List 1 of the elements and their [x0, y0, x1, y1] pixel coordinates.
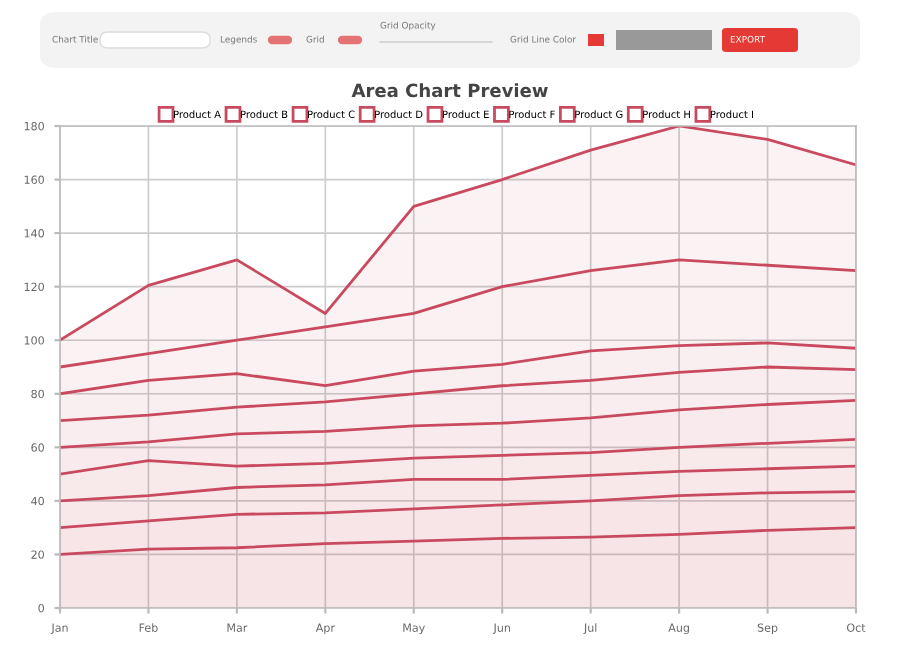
chart-title: Area Chart Preview	[351, 83, 548, 98]
